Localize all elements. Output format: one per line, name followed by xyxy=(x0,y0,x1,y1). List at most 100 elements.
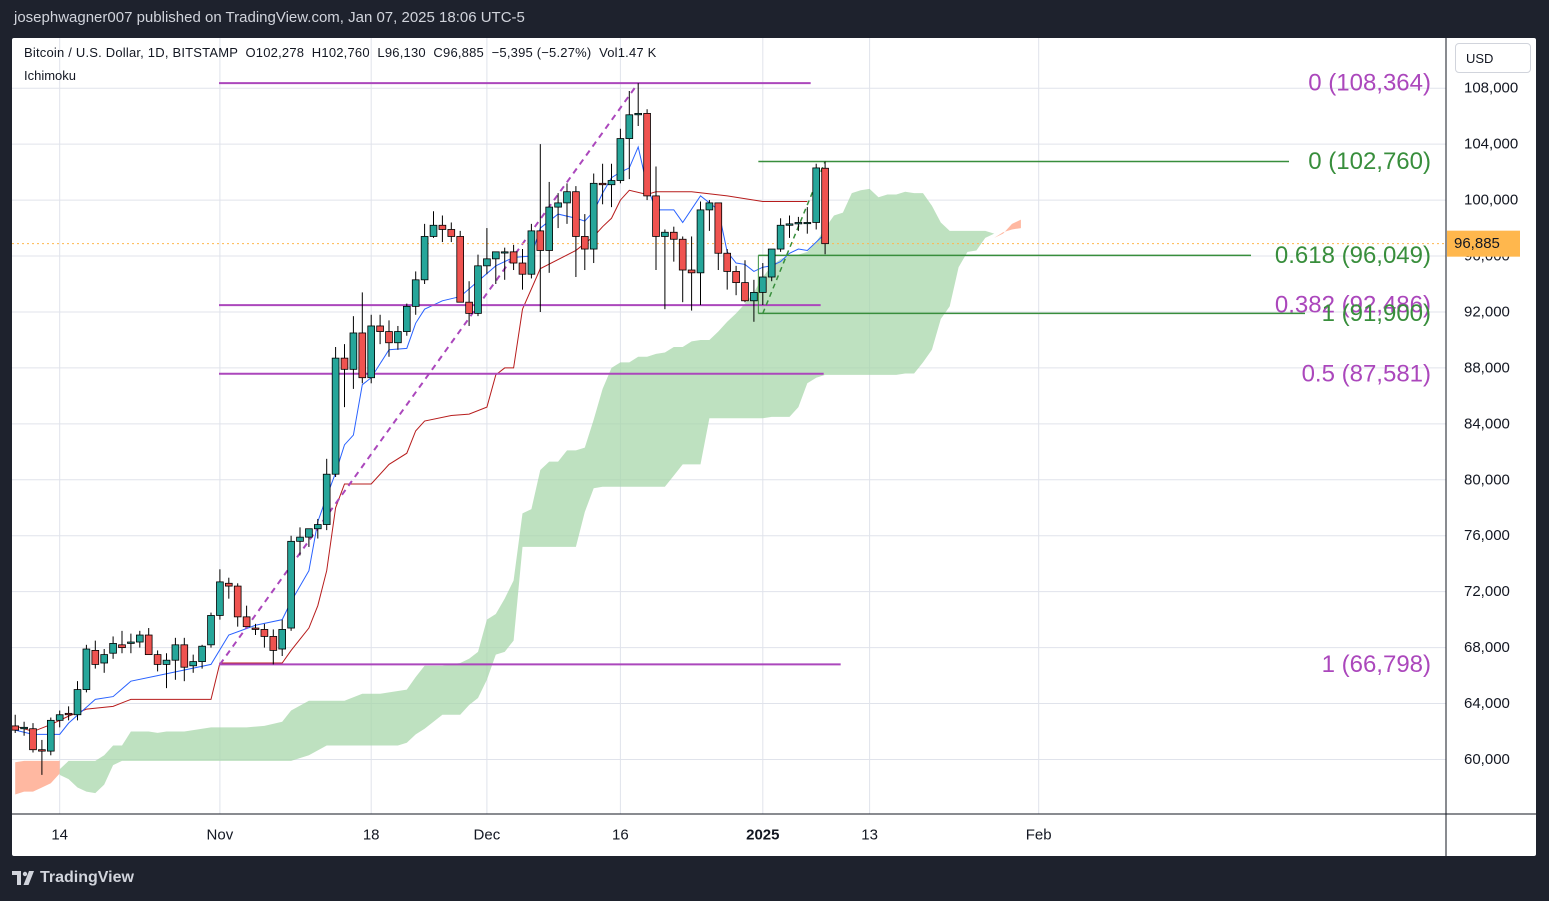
candle-body xyxy=(670,231,678,240)
price-tick-label: 92,000 xyxy=(1464,303,1510,320)
cloud-bearish-right xyxy=(994,219,1021,238)
candle-45 xyxy=(411,271,420,315)
candle-body xyxy=(144,634,153,656)
candle-body xyxy=(367,325,375,379)
price-tick-label: 80,000 xyxy=(1464,471,1510,488)
candle-body xyxy=(705,202,714,211)
symbol-legend: Bitcoin / U.S. Dollar, 1D, BITSTAMP O102… xyxy=(24,45,657,60)
candle-33 xyxy=(305,528,313,547)
fib-purple-label-0.5: 0.5 (87,581) xyxy=(1302,360,1431,387)
candle-27 xyxy=(251,623,260,636)
candle-73 xyxy=(661,229,669,310)
candle-body xyxy=(429,224,438,237)
candle-50 xyxy=(456,230,464,303)
candle-24 xyxy=(224,577,233,599)
price-chart[interactable]: 0 (108,364) 0.382 (92,486) 0.5 (87,581) 1 (… xyxy=(12,38,1536,856)
candle-body xyxy=(340,357,349,370)
price-tick-label: 104,000 xyxy=(1464,136,1518,153)
candle-body xyxy=(714,202,723,254)
candle-body xyxy=(589,182,598,250)
candle-body xyxy=(198,645,206,663)
candle-body xyxy=(732,271,740,284)
candle-32 xyxy=(296,527,304,556)
candle-body xyxy=(411,279,420,307)
candle-body xyxy=(162,659,171,665)
price-tick-label: 64,000 xyxy=(1464,695,1510,712)
candle-7 xyxy=(73,681,82,721)
candle-54 xyxy=(491,251,500,285)
candle-body xyxy=(563,191,571,204)
time-tick-label: Dec xyxy=(474,827,501,844)
candle-63 xyxy=(572,186,580,278)
last-price-badge xyxy=(1447,230,1520,257)
currency-button[interactable]: USD xyxy=(1455,43,1531,73)
candle-body xyxy=(491,251,500,260)
candle-body xyxy=(287,540,295,629)
candle-body xyxy=(322,473,331,525)
tradingview-logo[interactable]: TradingView xyxy=(12,869,134,887)
candle-47 xyxy=(429,211,438,238)
candle-body xyxy=(483,258,491,267)
candle-83 xyxy=(750,279,758,322)
candle-body xyxy=(652,195,660,237)
candle-body xyxy=(607,180,616,186)
price-tick-label: 68,000 xyxy=(1464,639,1510,656)
candle-35 xyxy=(322,458,331,531)
chart-frame[interactable]: 0 (108,364) 0.382 (92,486) 0.5 (87,581) 1 (… xyxy=(12,38,1536,856)
candle-body xyxy=(536,230,545,251)
candle-body xyxy=(109,643,117,654)
candle-56 xyxy=(509,244,518,271)
candle-body xyxy=(447,229,456,237)
candle-body xyxy=(216,581,224,616)
candle-body xyxy=(785,223,794,226)
candle-85 xyxy=(767,248,776,282)
candle-91 xyxy=(821,161,829,255)
candle-body xyxy=(278,629,286,650)
candle-body xyxy=(394,331,402,344)
candle-body xyxy=(465,301,473,314)
candle-body xyxy=(527,230,536,275)
fib-purple-label-0.382: 0.382 (92,486) xyxy=(1275,292,1431,319)
candle-70 xyxy=(634,83,642,126)
candle-14 xyxy=(136,630,144,648)
candle-body xyxy=(661,231,669,237)
candle-body xyxy=(207,615,215,646)
candle-body xyxy=(500,251,509,254)
candle-52 xyxy=(474,254,482,317)
candle-17 xyxy=(162,653,171,689)
candle-body xyxy=(678,238,687,271)
candle-body xyxy=(29,728,37,751)
candle-69 xyxy=(625,91,634,180)
tradingview-logo-icon xyxy=(12,871,34,885)
candle-34 xyxy=(313,518,322,539)
candle-body xyxy=(723,252,731,272)
candle-86 xyxy=(776,218,785,252)
time-tick-label: 16 xyxy=(612,827,629,844)
candle-81 xyxy=(732,265,740,296)
indicator-legend-ichimoku[interactable]: Ichimoku xyxy=(24,68,77,83)
candle-body xyxy=(402,305,411,332)
candle-body xyxy=(233,585,242,618)
candle-74 xyxy=(670,226,678,262)
candle-40 xyxy=(367,314,375,384)
candle-body xyxy=(545,206,553,251)
candle-body xyxy=(313,524,322,530)
candle-22 xyxy=(207,612,215,648)
candle-64 xyxy=(581,214,589,271)
last-price-label: 96,885 xyxy=(1454,235,1500,252)
candle-8 xyxy=(82,644,91,693)
candle-9 xyxy=(91,640,100,669)
candle-5 xyxy=(55,710,64,728)
candle-body xyxy=(509,251,518,264)
candle-53 xyxy=(483,228,491,275)
candle-body xyxy=(296,536,304,542)
candle-body xyxy=(438,224,447,230)
candle-89 xyxy=(803,207,812,234)
candle-body xyxy=(767,248,776,278)
candle-25 xyxy=(233,583,242,627)
candle-body xyxy=(82,648,91,690)
candle-body xyxy=(474,265,482,314)
publisher-line: josephwagner007 published on TradingView… xyxy=(14,9,525,26)
candle-body xyxy=(634,112,642,116)
candle-body xyxy=(12,725,20,731)
